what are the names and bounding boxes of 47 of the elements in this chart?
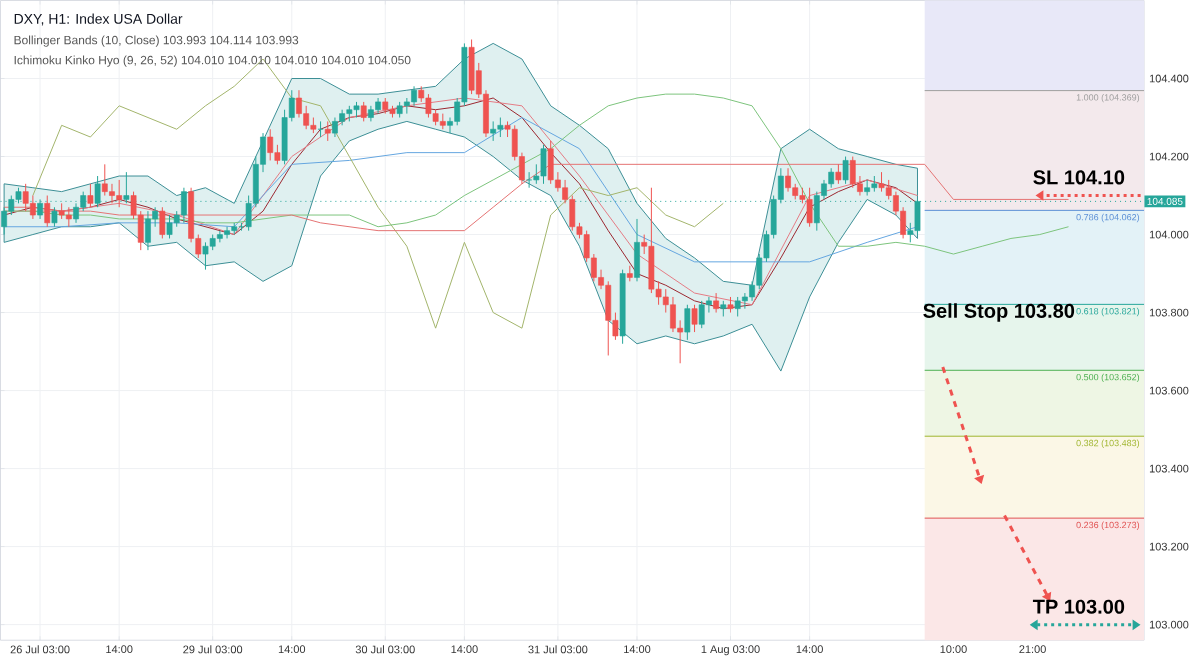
candlestick xyxy=(806,187,813,228)
candlestick xyxy=(547,140,554,185)
candlestick xyxy=(713,292,719,313)
annotation: Sell Stop 103.80 xyxy=(923,303,1075,322)
candlestick xyxy=(101,163,108,196)
candlestick xyxy=(116,179,123,208)
candlestick xyxy=(145,210,151,251)
candlestick xyxy=(526,171,533,189)
candlestick xyxy=(65,206,72,228)
annotation: TP 103.00 xyxy=(1032,599,1125,614)
candlestick xyxy=(634,218,640,282)
candlestick xyxy=(490,120,497,142)
candlestick xyxy=(267,128,274,161)
candlestick xyxy=(468,38,475,95)
candlestick xyxy=(734,296,741,317)
candlestick xyxy=(425,93,432,118)
candlestick xyxy=(878,171,885,193)
candlestick xyxy=(296,89,302,118)
candlestick xyxy=(166,214,173,239)
candlestick xyxy=(94,175,101,208)
candlestick xyxy=(216,230,223,243)
candlestick xyxy=(22,183,29,212)
candlestick xyxy=(842,155,849,185)
candlestick xyxy=(109,183,115,204)
candlestick xyxy=(835,163,842,185)
candlestick xyxy=(698,300,705,329)
candlestick xyxy=(360,101,367,122)
candlestick xyxy=(224,226,230,239)
candlestick xyxy=(202,241,209,271)
candlestick xyxy=(670,296,676,333)
candlestick xyxy=(44,194,51,228)
candlestick xyxy=(1,206,7,235)
candlestick xyxy=(29,194,36,220)
candlestick xyxy=(411,85,417,107)
candlestick xyxy=(540,144,547,185)
candlestick xyxy=(87,183,94,208)
candlestick xyxy=(864,179,871,196)
annotation: SL 104.10 xyxy=(1033,170,1125,185)
candlestick xyxy=(159,206,166,239)
candlestick xyxy=(497,116,504,138)
candlestick xyxy=(332,116,338,138)
candlestick xyxy=(849,155,856,189)
candlestick xyxy=(684,304,691,341)
candlestick xyxy=(691,304,698,333)
candlestick xyxy=(51,206,58,228)
candlestick xyxy=(324,120,331,142)
candlestick xyxy=(785,167,791,193)
